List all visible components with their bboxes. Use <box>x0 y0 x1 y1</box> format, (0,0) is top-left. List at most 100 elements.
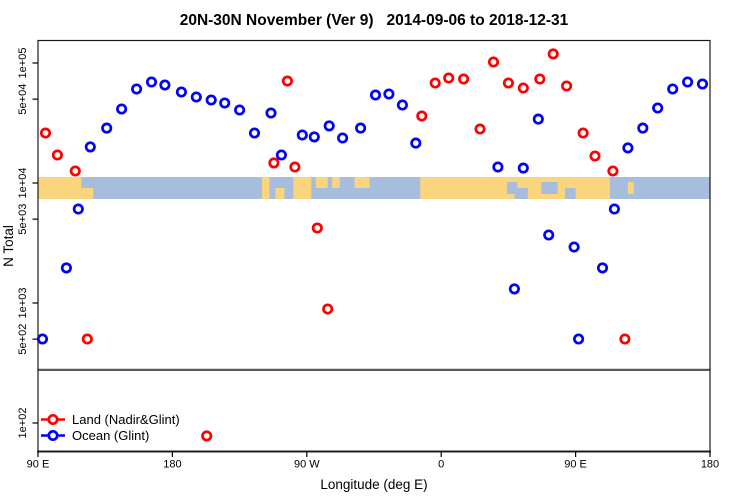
data-point-land <box>81 333 93 345</box>
data-point-ocean <box>84 141 96 153</box>
data-point-land <box>201 430 213 442</box>
x-axis-title: Longitude (deg E) <box>320 477 427 492</box>
data-point-land <box>429 77 441 89</box>
data-point-ocean <box>190 91 202 103</box>
data-point-ocean <box>682 76 694 88</box>
data-point-ocean <box>543 229 555 241</box>
band-ocean-notch <box>565 188 576 199</box>
x-tick-label: 90 W <box>294 459 320 471</box>
data-point-land <box>607 165 619 177</box>
data-point-land <box>487 56 500 68</box>
data-point-ocean <box>517 162 529 174</box>
data-point-ocean <box>248 127 261 139</box>
data-point-ocean <box>175 86 187 98</box>
data-point-ocean <box>637 122 649 134</box>
data-point-ocean <box>145 76 158 88</box>
data-point-land <box>534 73 546 85</box>
y-tick-label: 1e+04 <box>17 168 29 199</box>
band-land-segment <box>262 177 270 199</box>
band-land-segment <box>627 182 634 194</box>
chart-title: 20N-30N November (Ver 9) 2014-09-06 to 2… <box>180 12 569 29</box>
data-point-land <box>547 48 559 60</box>
data-point-land <box>311 222 323 234</box>
data-point-ocean <box>116 103 128 115</box>
x-tick-label: 180 <box>701 459 719 471</box>
data-point-land <box>416 110 428 122</box>
data-point-ocean <box>652 102 664 114</box>
data-point-ocean <box>323 120 335 132</box>
data-point-land <box>474 123 486 135</box>
data-point-ocean <box>492 161 504 173</box>
data-point-ocean <box>131 83 143 95</box>
axis-ticks: 1e+05 5e+04 1e+04 5e+03 1e+03 5e+02 1e+02 90 E 1… <box>17 48 719 471</box>
data-point-land <box>502 77 514 89</box>
data-point-land <box>322 303 334 315</box>
data-point-land <box>268 157 280 169</box>
legend-label-ocean: Ocean (Glint) <box>72 428 149 443</box>
world-map-band <box>38 177 710 199</box>
data-point-ocean <box>36 333 49 345</box>
data-point-ocean <box>275 149 287 161</box>
legend-label-land: Land (Nadir&Glint) <box>72 412 180 427</box>
x-tick-label: 180 <box>163 459 181 471</box>
x-tick-label: 0 <box>438 459 444 471</box>
data-point-ocean <box>532 113 544 125</box>
data-point-land <box>69 165 81 177</box>
data-point-land <box>458 73 470 85</box>
legend-symbol-land <box>47 413 59 426</box>
y-tick-label: 1e+05 <box>17 48 29 79</box>
plot-frame <box>37 39 711 453</box>
y-tick-label: 5e+02 <box>17 324 29 355</box>
data-point-ocean <box>369 89 382 101</box>
data-point-land <box>443 72 455 84</box>
data-point-ocean <box>508 283 520 295</box>
data-point-ocean <box>265 107 277 119</box>
x-tick-label: 90 E <box>27 459 50 471</box>
data-point-ocean <box>573 333 585 345</box>
data-points <box>36 48 709 442</box>
y-tick-label: 1e+02 <box>17 408 29 439</box>
data-point-ocean <box>667 83 679 95</box>
data-point-ocean <box>410 137 422 149</box>
data-point-ocean <box>296 129 308 141</box>
data-point-ocean <box>205 94 217 106</box>
y-axis-title: N Total <box>1 225 16 267</box>
data-point-ocean <box>383 88 395 100</box>
data-point-ocean <box>396 99 408 111</box>
band-land-segment <box>81 188 94 199</box>
plot-border <box>37 39 711 453</box>
data-point-ocean <box>696 78 709 90</box>
data-point-ocean <box>72 203 84 215</box>
legend: Land (Nadir&Glint) Ocean (Glint) <box>41 412 180 443</box>
data-point-ocean <box>622 142 634 154</box>
data-point-land <box>39 127 52 139</box>
data-point-land <box>51 149 63 161</box>
band-land-segment <box>315 177 328 188</box>
data-point-land <box>289 161 301 173</box>
data-point-ocean <box>219 97 231 109</box>
band-ocean-notch <box>541 182 558 194</box>
x-tick-label: 90 E <box>564 459 587 471</box>
legend-symbol-ocean <box>47 429 59 442</box>
data-point-ocean <box>234 104 246 116</box>
y-tick-label: 5e+03 <box>17 204 29 235</box>
data-point-land <box>577 127 589 139</box>
data-point-ocean <box>308 131 320 143</box>
band-land-segment <box>38 177 82 199</box>
data-point-land <box>561 80 573 92</box>
y-tick-label: 1e+03 <box>17 288 29 319</box>
data-point-ocean <box>337 132 349 144</box>
band-land-segment <box>275 188 285 199</box>
band-land-segment <box>293 177 312 199</box>
y-tick-label: 5e+04 <box>17 84 29 115</box>
band-ocean-notch <box>514 188 528 199</box>
band-land-segment <box>354 177 370 188</box>
data-point-land <box>589 150 601 162</box>
data-point-ocean <box>596 262 609 274</box>
data-point-ocean <box>60 262 72 274</box>
band-land-segment <box>332 177 340 188</box>
data-point-ocean <box>608 203 620 215</box>
data-point-ocean <box>355 122 367 134</box>
data-point-ocean <box>159 79 171 91</box>
band-ocean-notch <box>506 182 518 194</box>
